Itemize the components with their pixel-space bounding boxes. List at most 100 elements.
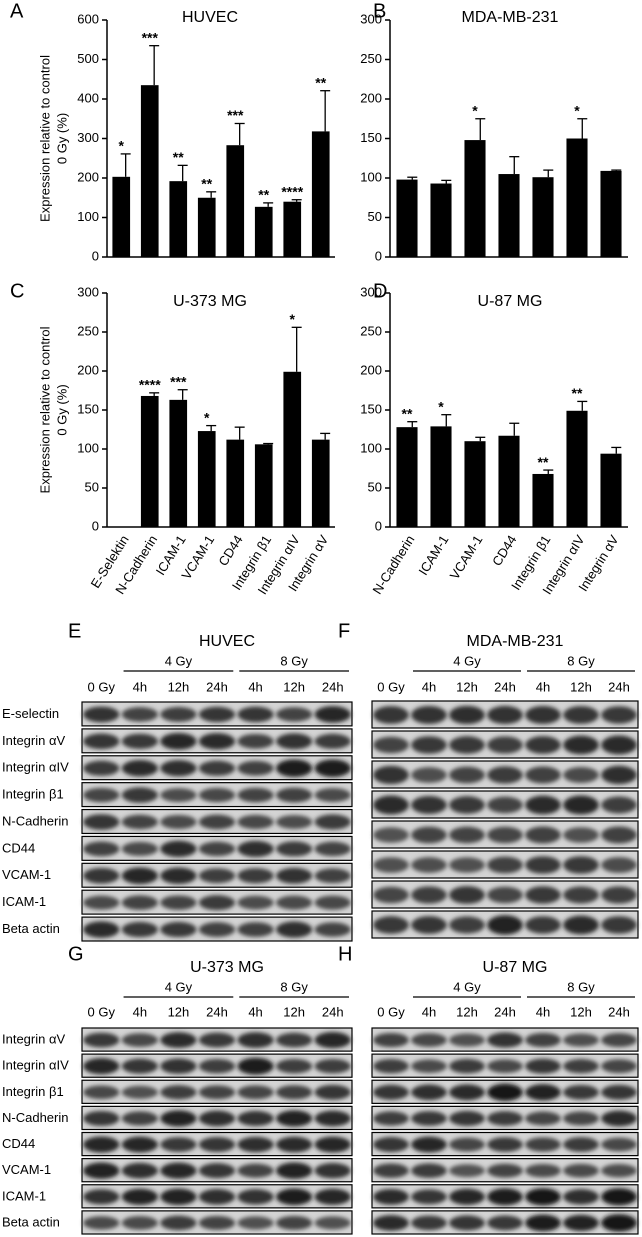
blot-band	[487, 1215, 523, 1231]
blot-band	[449, 826, 485, 844]
blot-band	[525, 1188, 561, 1206]
error-bar	[291, 199, 302, 202]
blot-title: HUVEC	[199, 633, 255, 650]
y-tick-label: 100	[360, 440, 382, 455]
panel-letter: E	[68, 620, 81, 642]
significance-label: **	[402, 405, 413, 421]
blot-band	[601, 1033, 637, 1048]
blot-band	[487, 1188, 523, 1206]
error-bar	[509, 156, 520, 175]
blot-band	[449, 736, 485, 754]
blot-band	[121, 814, 158, 830]
blot-band	[449, 916, 485, 934]
blot-band	[525, 1032, 561, 1048]
lane-label: 12h	[456, 679, 478, 694]
blot-band	[563, 856, 599, 874]
chart-title: MDA-MB-231	[462, 9, 559, 26]
chart-title: HUVEC	[182, 9, 238, 26]
blot-band	[198, 706, 236, 723]
blot-band	[487, 886, 523, 904]
blot-band	[276, 841, 313, 857]
blot-band	[373, 857, 409, 873]
y-tick-label: 250	[360, 51, 382, 66]
blot-band	[563, 1189, 599, 1205]
blot-band	[237, 706, 274, 723]
bar	[197, 431, 216, 527]
blot-band	[411, 1163, 447, 1178]
blot-band	[83, 706, 120, 723]
blot-band	[601, 1164, 637, 1178]
blot-band	[160, 760, 197, 777]
error-bar	[611, 169, 622, 171]
lane-label: 0 Gy	[377, 1004, 405, 1019]
blot-band	[121, 1111, 158, 1126]
blot-band	[198, 1058, 236, 1074]
blot-band	[411, 795, 447, 815]
blot-band	[314, 1163, 351, 1179]
blot-band	[373, 1137, 409, 1153]
blot-band	[160, 1188, 197, 1205]
x-tick-label: ICAM-1	[415, 532, 451, 577]
blot-band	[83, 733, 120, 750]
blot-band	[237, 733, 274, 749]
significance-label: **	[572, 385, 583, 401]
blot-band	[411, 705, 447, 725]
error-bar	[407, 176, 418, 180]
blot-band	[314, 1032, 351, 1049]
blot-band	[487, 736, 523, 754]
y-axis-label: 0 Gy (%)	[54, 113, 69, 164]
blot-band	[276, 1032, 313, 1048]
blot-band	[314, 895, 351, 910]
y-tick-label: 150	[360, 401, 382, 416]
significance-label: *	[438, 398, 444, 414]
error-bar	[543, 469, 554, 474]
error-bar	[611, 446, 622, 454]
blot-band	[525, 736, 561, 754]
lane-label: 24h	[322, 1004, 344, 1019]
error-bar	[263, 442, 274, 445]
blot-band	[83, 1032, 120, 1048]
blot-band	[563, 735, 599, 755]
blot-band	[449, 886, 485, 904]
blot-band	[160, 707, 197, 722]
blot-band	[160, 921, 197, 938]
bar	[430, 183, 452, 257]
blot-band	[160, 732, 197, 750]
blot-band	[83, 787, 120, 803]
blot-band	[121, 921, 158, 938]
bar	[396, 427, 418, 527]
blot-band	[198, 814, 236, 830]
bar	[226, 145, 245, 257]
error-bar	[234, 122, 245, 146]
blot-band	[237, 922, 274, 937]
blot-band	[373, 736, 409, 754]
error-bar	[206, 191, 217, 198]
error-bar	[320, 432, 331, 440]
blot-band	[198, 787, 236, 803]
blot-band	[487, 796, 523, 814]
blot-band	[487, 1059, 523, 1074]
blot-band	[237, 1189, 274, 1205]
error-bar	[475, 436, 486, 442]
blot-band	[237, 840, 274, 857]
blot-band	[276, 815, 313, 829]
blot-band	[525, 766, 561, 784]
y-tick-label: 300	[77, 130, 99, 145]
blot-band	[198, 868, 236, 884]
blot-band	[314, 788, 351, 803]
row-label: Integrin β1	[2, 787, 64, 802]
blot-band	[83, 814, 120, 830]
blot-band	[601, 1188, 637, 1206]
bar	[283, 201, 302, 257]
blot-band	[121, 1058, 158, 1074]
blot-band	[525, 1163, 561, 1178]
blot-band	[237, 895, 274, 910]
blot-band	[198, 1032, 236, 1048]
lane-label: 12h	[570, 1004, 592, 1019]
blot-band	[411, 1111, 447, 1126]
bar	[311, 131, 330, 257]
blot-band	[314, 1058, 351, 1074]
blot-band	[525, 886, 561, 904]
blot-band	[314, 1188, 351, 1205]
